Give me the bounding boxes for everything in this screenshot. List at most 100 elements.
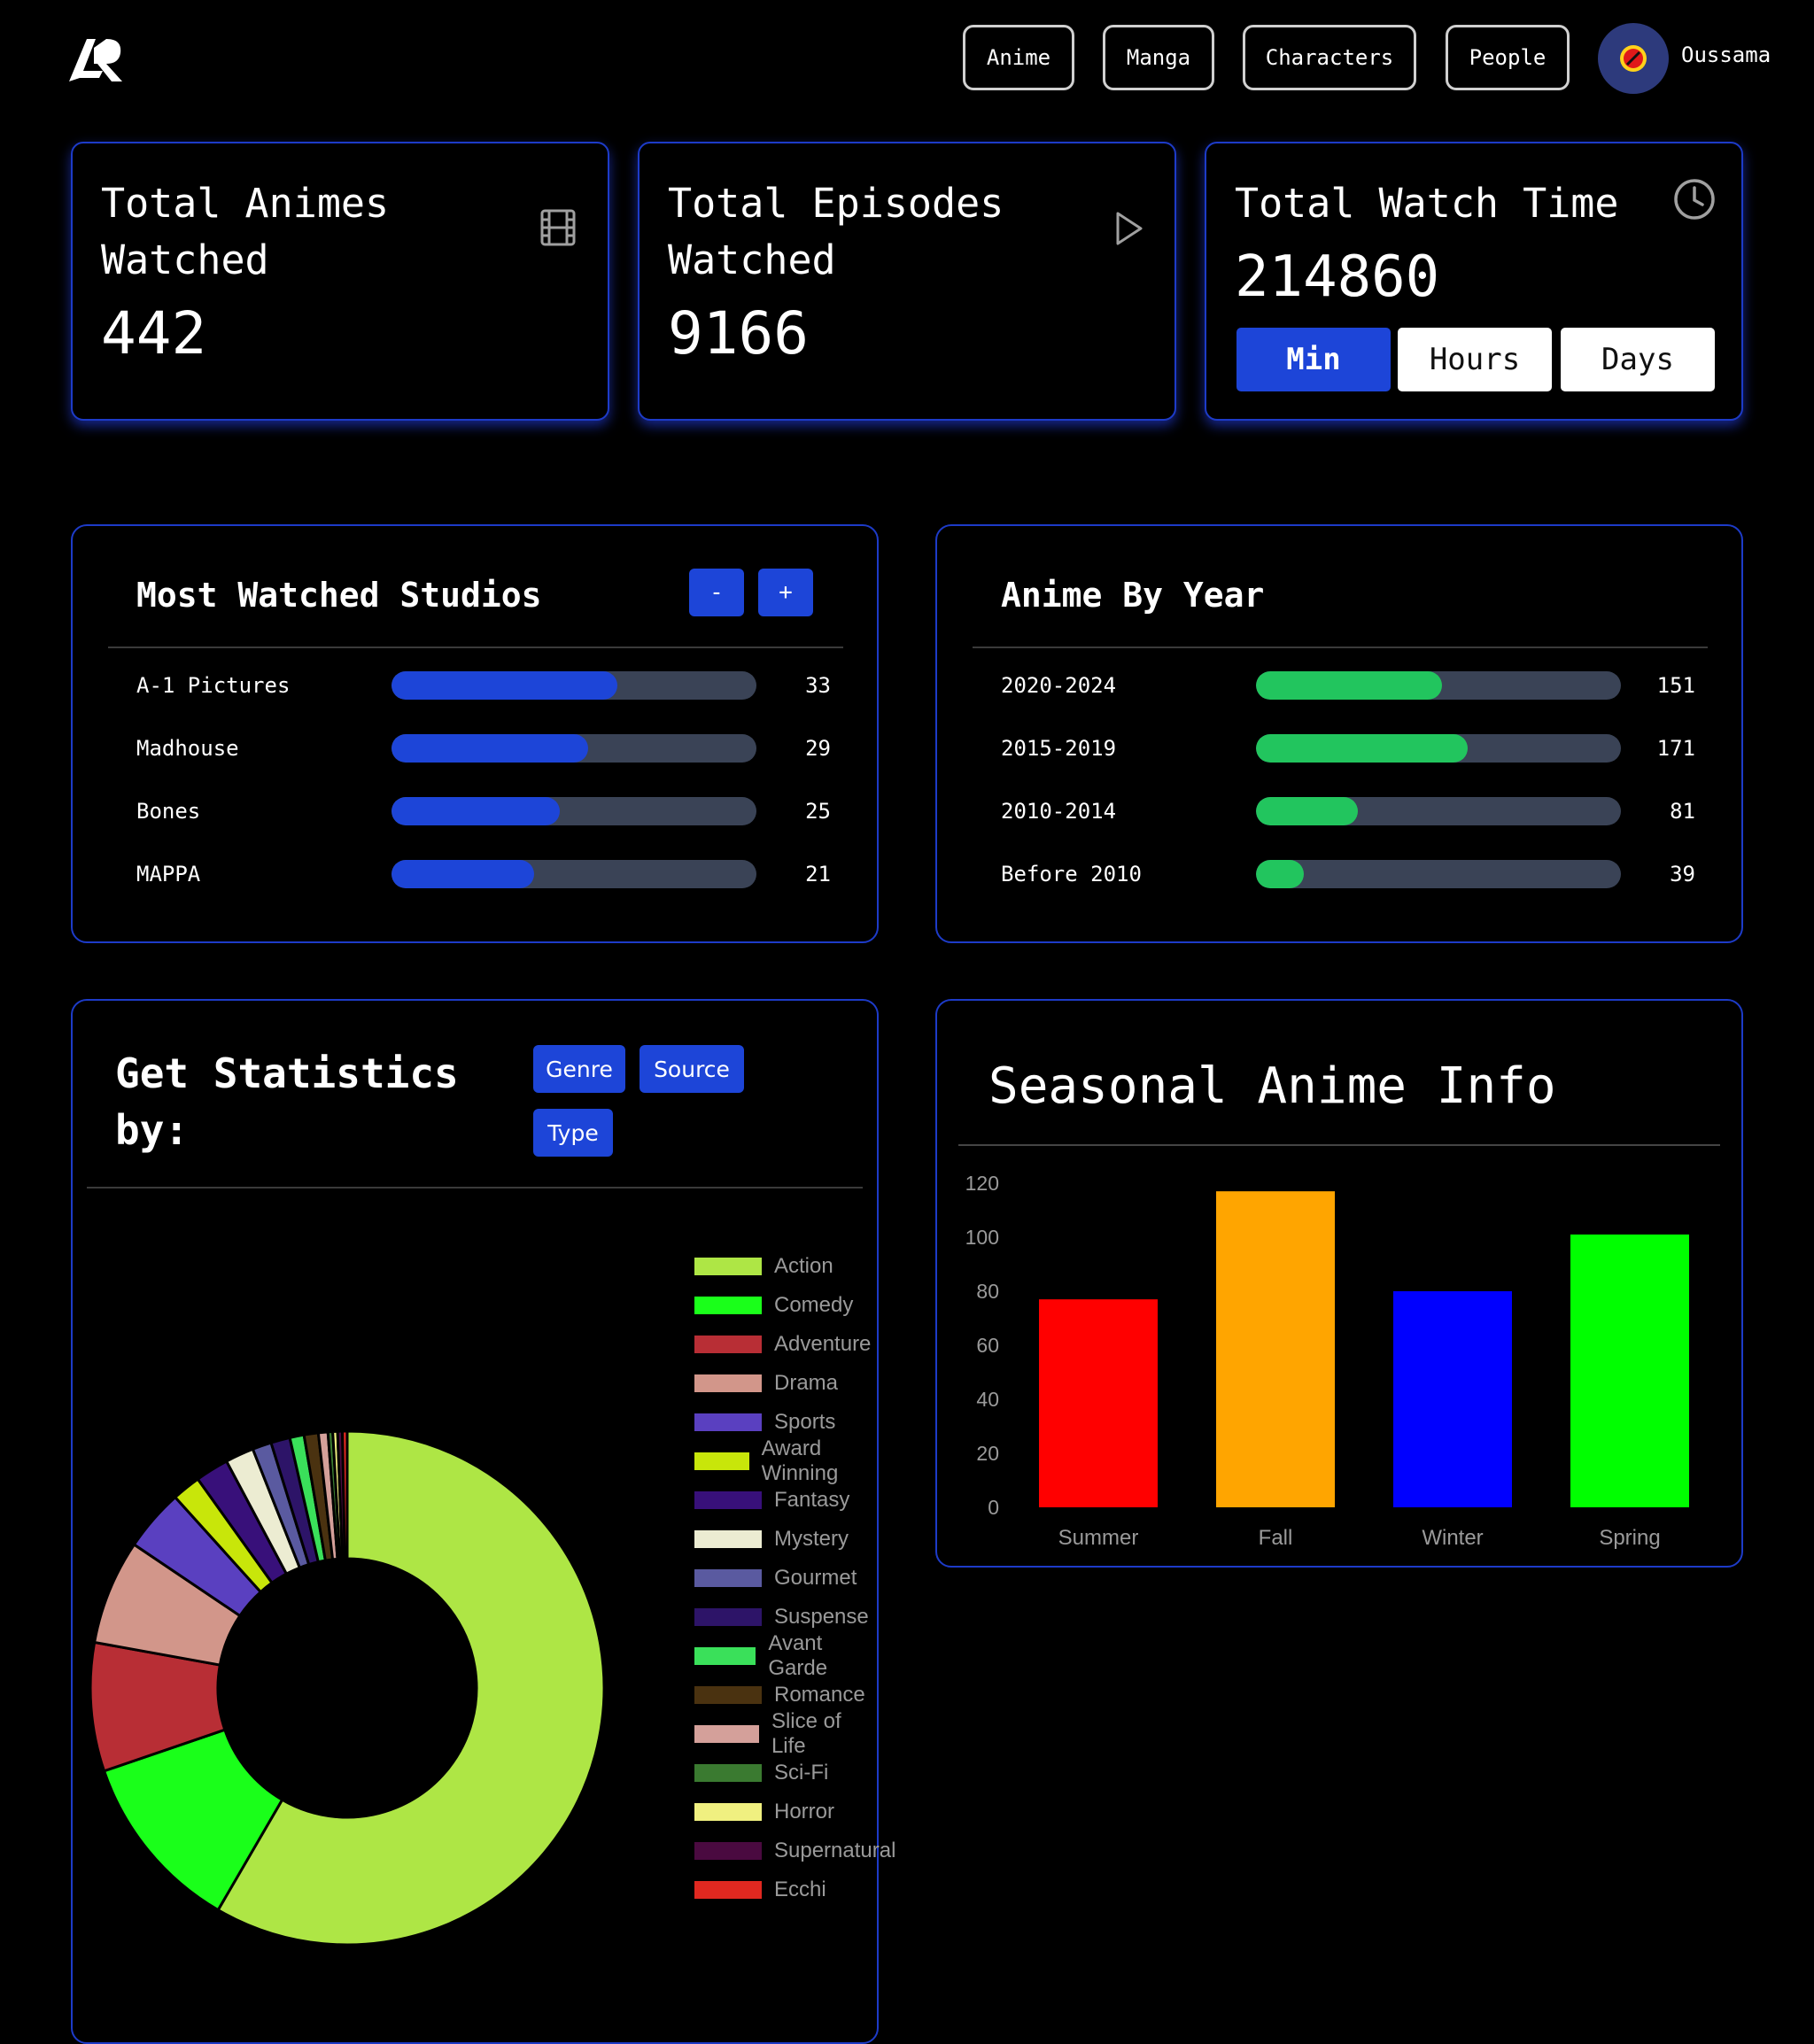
legend-item[interactable]: Fantasy bbox=[694, 1488, 849, 1513]
legend-label: Gourmet bbox=[774, 1566, 857, 1590]
nav-characters-button[interactable]: Characters bbox=[1243, 25, 1416, 90]
donut-slice-ecchi[interactable] bbox=[341, 1429, 349, 1560]
y-tick-label: 40 bbox=[976, 1388, 999, 1411]
year-progress-fill bbox=[1256, 797, 1359, 825]
legend-swatch bbox=[694, 1608, 762, 1626]
studio-row-value: 33 bbox=[805, 673, 831, 698]
bar-fall[interactable] bbox=[1216, 1191, 1335, 1507]
nav-manga-button[interactable]: Manga bbox=[1103, 25, 1214, 90]
studio-progress-fill bbox=[391, 860, 534, 888]
genre-donut-chart bbox=[89, 1429, 606, 1947]
legend-swatch bbox=[694, 1452, 749, 1470]
total-episodes-value: 9166 bbox=[668, 299, 809, 368]
legend-label: Sports bbox=[774, 1410, 836, 1434]
get-statistics-title: Get Statistics by: bbox=[115, 1049, 459, 1154]
year-progress-fill bbox=[1256, 671, 1443, 700]
y-tick-label: 120 bbox=[965, 1172, 999, 1195]
legend-item[interactable]: Sci-Fi bbox=[694, 1761, 828, 1785]
year-progress-track bbox=[1256, 797, 1621, 825]
studio-progress-fill bbox=[391, 671, 618, 700]
total-watch-time-card: Total Watch Time 214860 Min Hours Days bbox=[1205, 142, 1743, 421]
clock-icon bbox=[1672, 177, 1717, 225]
studio-row-label: MAPPA bbox=[136, 862, 201, 887]
x-tick-label: Spring bbox=[1599, 1526, 1660, 1550]
unit-hours-button[interactable]: Hours bbox=[1398, 328, 1552, 391]
get-statistics-divider bbox=[87, 1187, 863, 1188]
year-progress-track bbox=[1256, 671, 1621, 700]
studios-decrease-button[interactable]: - bbox=[689, 569, 744, 616]
unit-days-button[interactable]: Days bbox=[1561, 328, 1715, 391]
stats-source-button[interactable]: Source bbox=[640, 1045, 744, 1093]
by-year-panel: Anime By Year 2020-2024 151 2015-2019 171 20… bbox=[935, 524, 1743, 943]
x-tick-label: Summer bbox=[1058, 1526, 1139, 1550]
total-animes-title: Total Animes Watched bbox=[101, 180, 390, 283]
x-tick-label: Fall bbox=[1259, 1526, 1293, 1550]
legend-swatch bbox=[694, 1647, 756, 1665]
legend-swatch bbox=[694, 1297, 762, 1314]
year-progress-track bbox=[1256, 860, 1621, 888]
year-row-label: 2010-2014 bbox=[1001, 799, 1117, 824]
studio-row-value: 29 bbox=[805, 736, 831, 761]
legend-swatch bbox=[694, 1569, 762, 1587]
total-episodes-title: Total Episodes Watched bbox=[668, 180, 1004, 283]
legend-item[interactable]: Avant Garde bbox=[694, 1631, 877, 1680]
studio-row-label: A-1 Pictures bbox=[136, 673, 291, 698]
studios-increase-button[interactable]: + bbox=[758, 569, 813, 616]
legend-item[interactable]: Slice of Life bbox=[694, 1709, 877, 1758]
legend-label: Award Winning bbox=[761, 1436, 839, 1485]
year-progress-fill bbox=[1256, 734, 1468, 763]
studio-row-value: 21 bbox=[805, 862, 831, 887]
bar-spring[interactable] bbox=[1570, 1234, 1689, 1507]
legend-item[interactable]: Comedy bbox=[694, 1293, 853, 1318]
year-row-label: 2020-2024 bbox=[1001, 673, 1117, 698]
bar-winter[interactable] bbox=[1393, 1291, 1512, 1507]
legend-label: Sci-Fi bbox=[774, 1761, 829, 1785]
legend-item[interactable]: Romance bbox=[694, 1683, 865, 1707]
legend-item[interactable]: Ecchi bbox=[694, 1878, 826, 1902]
y-tick-label: 20 bbox=[976, 1442, 999, 1465]
studio-row-value: 25 bbox=[805, 799, 831, 824]
legend-item[interactable]: Suspense bbox=[694, 1605, 869, 1630]
legend-label: Adventure bbox=[774, 1332, 872, 1356]
legend-item[interactable]: Gourmet bbox=[694, 1566, 857, 1591]
username[interactable]: Oussama bbox=[1681, 43, 1771, 67]
legend-item[interactable]: Adventure bbox=[694, 1332, 871, 1357]
legend-swatch bbox=[694, 1725, 759, 1743]
y-tick-label: 0 bbox=[988, 1496, 999, 1519]
legend-label: Slice of Life bbox=[771, 1709, 841, 1758]
legend-label: Romance bbox=[774, 1683, 865, 1707]
year-row-label: Before 2010 bbox=[1001, 862, 1142, 887]
legend-label: Ecchi bbox=[774, 1878, 826, 1901]
legend-item[interactable]: Mystery bbox=[694, 1527, 849, 1552]
legend-item[interactable]: Sports bbox=[694, 1410, 835, 1435]
bar-summer[interactable] bbox=[1039, 1299, 1158, 1507]
legend-item[interactable]: Action bbox=[694, 1254, 833, 1279]
nav-people-button[interactable]: People bbox=[1446, 25, 1570, 90]
app-logo[interactable] bbox=[67, 35, 124, 83]
nav-anime-button[interactable]: Anime bbox=[963, 25, 1074, 90]
avatar[interactable] bbox=[1598, 23, 1669, 94]
legend-item[interactable]: Drama bbox=[694, 1371, 838, 1396]
total-animes-value: 442 bbox=[101, 299, 207, 368]
legend-label: Action bbox=[774, 1254, 833, 1278]
unit-min-button[interactable]: Min bbox=[1236, 328, 1391, 391]
year-row-value: 151 bbox=[1656, 673, 1695, 698]
studio-row-label: Bones bbox=[136, 799, 201, 824]
y-tick-label: 80 bbox=[976, 1280, 999, 1303]
seasonal-divider bbox=[958, 1144, 1720, 1146]
studio-progress-track bbox=[391, 734, 756, 763]
total-episodes-card: Total Episodes Watched 9166 bbox=[638, 142, 1176, 421]
legend-item[interactable]: Award Winning bbox=[694, 1436, 877, 1485]
donut-slice-action[interactable] bbox=[216, 1429, 606, 1947]
legend-swatch bbox=[694, 1764, 762, 1782]
studios-title: Most Watched Studios bbox=[136, 576, 542, 615]
seasonal-panel: Seasonal Anime Info 0 20 40 60 80 100 120 Summe… bbox=[935, 999, 1743, 1568]
stats-type-button[interactable]: Type bbox=[533, 1109, 613, 1157]
year-row-value: 171 bbox=[1656, 736, 1695, 761]
studio-row-label: Madhouse bbox=[136, 736, 239, 761]
legend-swatch bbox=[694, 1530, 762, 1548]
legend-item[interactable]: Horror bbox=[694, 1800, 834, 1824]
legend-item[interactable]: Supernatural bbox=[694, 1839, 895, 1863]
by-year-divider bbox=[973, 646, 1708, 648]
stats-genre-button[interactable]: Genre bbox=[533, 1045, 625, 1093]
